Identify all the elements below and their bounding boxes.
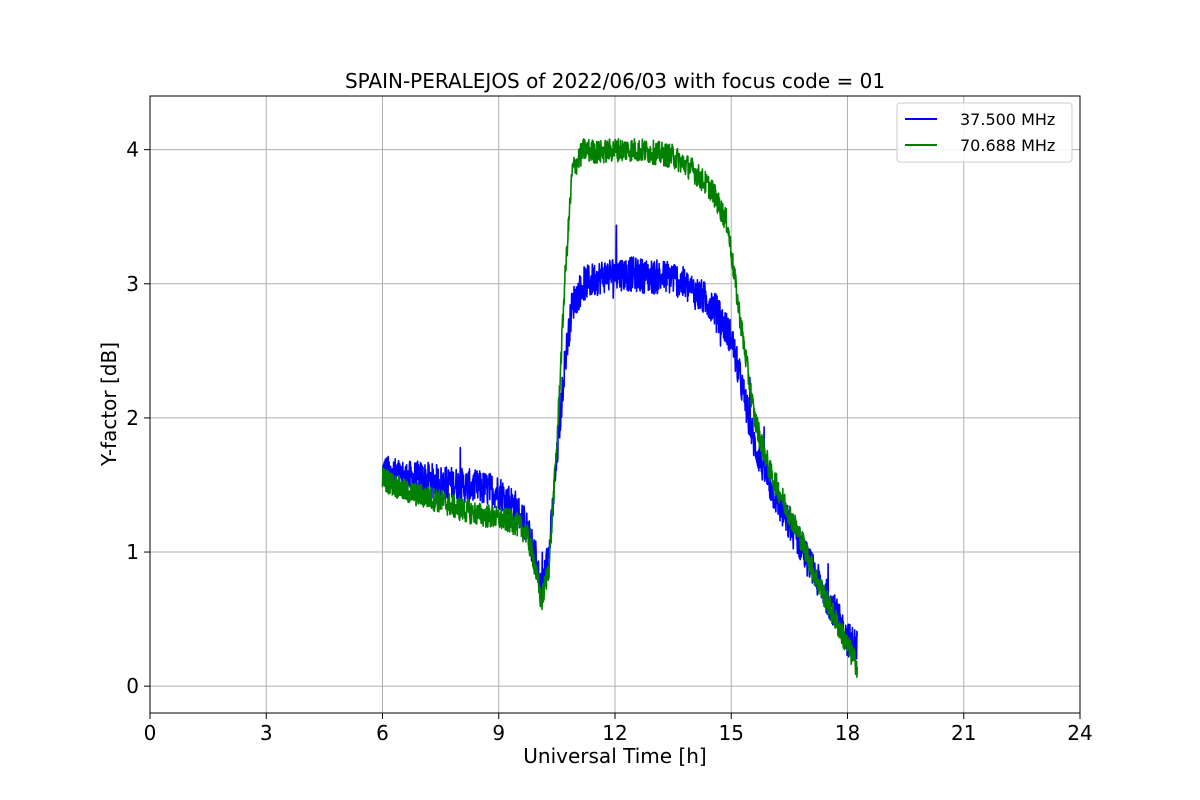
y-tick-label: 4	[126, 138, 139, 162]
x-tick-label: 3	[260, 721, 273, 745]
y-tick-label: 3	[126, 272, 139, 296]
legend-box	[896, 102, 1073, 163]
legend-label-series-1: 37.500 MHz	[960, 110, 1055, 129]
x-tick-label: 24	[1067, 721, 1092, 745]
plot-lines	[381, 138, 858, 678]
legend: 37.500 MHz 70.688 MHz	[896, 102, 1073, 163]
x-tick-label: 6	[376, 721, 389, 745]
y-tick-label: 2	[126, 406, 139, 430]
y-tick-label: 1	[126, 540, 139, 564]
x-tick-label: 12	[602, 721, 627, 745]
x-tick-label: 9	[492, 721, 505, 745]
x-axis-label: Universal Time [h]	[523, 744, 706, 768]
x-tick-label: 21	[951, 721, 976, 745]
x-tick-label: 18	[835, 721, 860, 745]
y-axis-label: Y-factor [dB]	[97, 342, 121, 467]
y-tick-label: 0	[126, 674, 139, 698]
legend-label-series-2: 70.688 MHz	[960, 136, 1055, 155]
series-line-2	[381, 138, 858, 678]
x-tick-label: 0	[144, 721, 157, 745]
series-line-1	[381, 224, 858, 661]
chart-title: SPAIN-PERALEJOS of 2022/06/03 with focus…	[345, 69, 885, 93]
x-tick-label: 15	[719, 721, 744, 745]
